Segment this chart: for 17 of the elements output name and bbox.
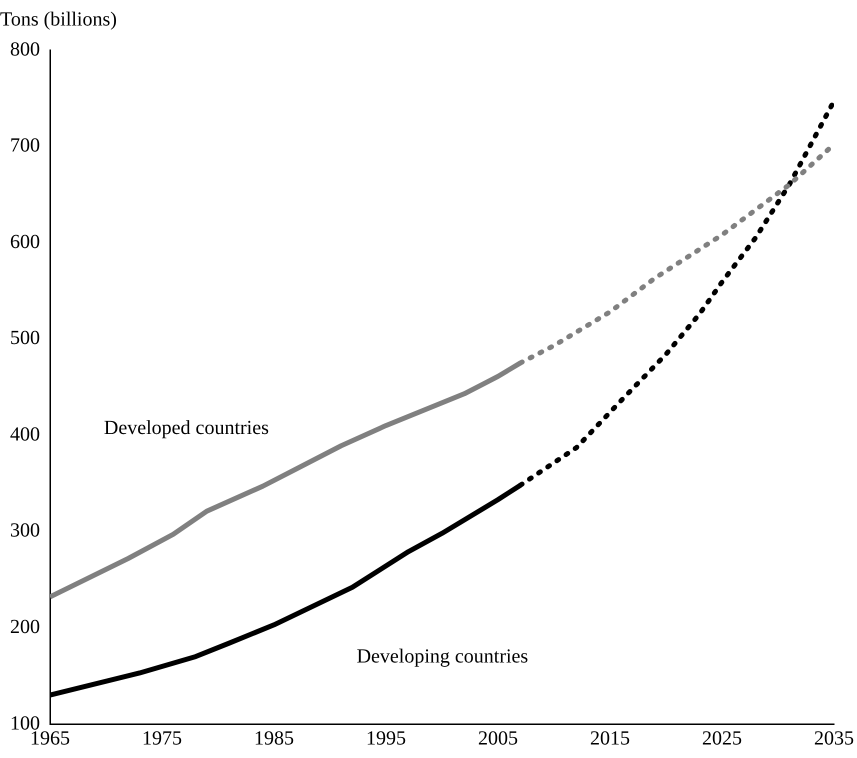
y-tick-label: 800 xyxy=(10,38,40,60)
y-tick-label: 700 xyxy=(10,134,40,157)
x-tick-label: 1985 xyxy=(254,727,294,750)
y-tick-label: 500 xyxy=(10,327,40,350)
y-tick-label: 600 xyxy=(10,230,40,253)
x-tick-label: 2015 xyxy=(590,727,630,750)
y-tick-label: 400 xyxy=(10,423,40,446)
series-label: Developed countries xyxy=(104,417,270,440)
x-tick-label: 2005 xyxy=(478,727,518,750)
x-tick-label: 2025 xyxy=(702,727,742,750)
text: Developing countries xyxy=(356,646,528,668)
x-tick-label: 2035 xyxy=(814,727,854,750)
y-tick-label: 200 xyxy=(10,616,40,638)
x-tick-label: 1975 xyxy=(142,727,182,750)
y-axis-title: Tons (billions) xyxy=(0,8,117,30)
y-tick-label: 300 xyxy=(10,520,40,542)
x-tick-label: 1995 xyxy=(366,727,406,750)
